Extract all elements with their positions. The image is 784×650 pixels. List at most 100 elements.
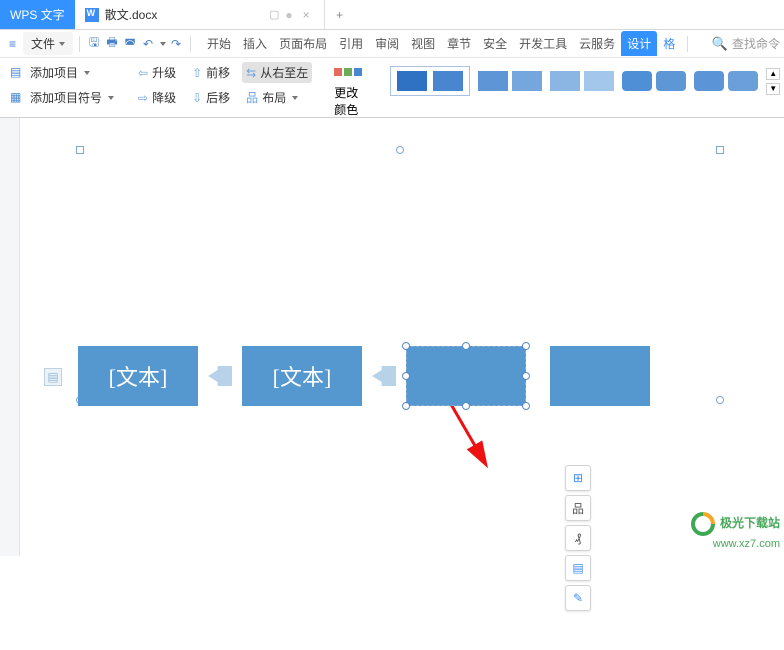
tab-章节[interactable]: 章节 (441, 31, 477, 56)
shape-handle[interactable] (462, 342, 470, 350)
close-tab-button[interactable]: × (299, 8, 314, 22)
box-text: [文本] (109, 360, 168, 392)
print-icon[interactable]: 🖶 (104, 36, 120, 52)
bullet-icon: ▤ (10, 65, 26, 81)
shape-handle[interactable] (522, 402, 530, 410)
new-tab-button[interactable]: + (325, 0, 355, 29)
undo-icon[interactable]: ↶ (140, 36, 156, 52)
hamburger-menu[interactable]: ≡ (4, 34, 21, 54)
shape-handle[interactable] (402, 402, 410, 410)
doc-icon (85, 8, 99, 22)
shape-floating-toolbar: ⊞ 品 ₰ ▤ ✎ (565, 465, 591, 611)
chevron-down-icon (59, 42, 65, 46)
redo-icon[interactable]: ↷ (168, 36, 184, 52)
shape-handle[interactable] (402, 372, 410, 380)
label: 添加项目 (30, 64, 78, 81)
smartart-box-4[interactable] (550, 346, 650, 406)
box-text: [文本] (273, 360, 332, 392)
menu-tabs: 开始 插入 页面布局 引用 审阅 视图 章节 安全 开发工具 云服务 设计 格 (201, 31, 681, 56)
tab-插入[interactable]: 插入 (237, 31, 273, 56)
tab-开始[interactable]: 开始 (201, 31, 237, 56)
shape-handle[interactable] (522, 372, 530, 380)
save-icon[interactable]: 🖫 (86, 36, 102, 52)
swatch (478, 71, 508, 91)
chevron-down-icon (108, 96, 114, 100)
properties-icon: ▤ (572, 561, 583, 575)
handle-ne[interactable] (716, 146, 724, 154)
tab-云服务[interactable]: 云服务 (573, 31, 621, 56)
outline-pane-icon[interactable]: ▤ (44, 368, 62, 386)
chevron-down-icon (292, 96, 298, 100)
page[interactable]: [文本] [文本] ⊞ 品 ₰ ▤ ✎ (20, 118, 784, 556)
change-color-button[interactable]: 更改颜色 (328, 62, 368, 124)
swatch (512, 71, 542, 91)
menubar: ≡ 文件 🖫 🖶 ◚ ↶ ↷ 开始 插入 页面布局 引用 审阅 视图 章节 安全… (0, 30, 784, 58)
layout-button[interactable]: 品布局 (242, 87, 312, 108)
hierarchy-icon: 品 (572, 500, 584, 517)
titlebar: WPS 文字 散文.docx ▢ ● × + (0, 0, 784, 30)
swatch (550, 71, 580, 91)
promote-button[interactable]: ⇦升级 (134, 62, 180, 83)
tab-设计[interactable]: 设计 (621, 31, 657, 56)
preview-icon[interactable]: ◚ (122, 36, 138, 52)
tab-格[interactable]: 格 (657, 31, 681, 56)
tab-页面布局[interactable]: 页面布局 (273, 31, 333, 56)
properties-button[interactable]: ▤ (565, 555, 591, 581)
smartart-box-1[interactable]: [文本] (78, 346, 198, 406)
search-box[interactable]: 🔍 查找命令 (712, 35, 780, 52)
search-icon: 🔍 (712, 36, 728, 52)
file-label: 文件 (31, 35, 55, 52)
color-icon (334, 62, 362, 82)
smartart-box-2[interactable]: [文本] (242, 346, 362, 406)
style-option-2[interactable] (478, 71, 542, 91)
move-forward-button[interactable]: ⇧前移 (188, 62, 234, 83)
swatch (397, 71, 427, 91)
down-icon: ⇩ (192, 91, 202, 105)
shape-handle[interactable] (462, 402, 470, 410)
tab-dot: ● (285, 8, 292, 22)
tab-视图[interactable]: 视图 (405, 31, 441, 56)
layout-icon: 品 (246, 89, 258, 106)
gallery-scroll[interactable]: ▲ ▼ (766, 68, 780, 95)
scroll-up-icon[interactable]: ▲ (766, 68, 780, 80)
shape-handle[interactable] (402, 342, 410, 350)
rtl-button[interactable]: ⇆从右至左 (242, 62, 312, 83)
scroll-down-icon[interactable]: ▼ (766, 83, 780, 95)
ribbon-group-move: ⇧前移 ⇩后移 (188, 62, 234, 108)
hierarchy-button[interactable]: 品 (565, 495, 591, 521)
demote-button[interactable]: ⇨降级 (134, 87, 180, 108)
watermark-url: www.xz7.com (713, 538, 780, 550)
move-backward-button[interactable]: ⇩后移 (188, 87, 234, 108)
style-option-5[interactable] (694, 71, 758, 91)
file-menu[interactable]: 文件 (23, 32, 73, 55)
document-tab[interactable]: 散文.docx ▢ ● × (75, 0, 325, 29)
tab-title: 散文.docx (105, 6, 158, 23)
swatch (433, 71, 463, 91)
chevron-down-icon (84, 71, 90, 75)
tab-开发工具[interactable]: 开发工具 (513, 31, 573, 56)
handle-nw[interactable] (76, 146, 84, 154)
tab-引用[interactable]: 引用 (333, 31, 369, 56)
style-option-3[interactable] (550, 71, 614, 91)
tab-审阅[interactable]: 审阅 (369, 31, 405, 56)
down-arrow-icon: ⇨ (138, 91, 148, 105)
shape-handle[interactable] (522, 342, 530, 350)
add-symbol-button[interactable]: ▦添加项目符号 (6, 87, 118, 108)
org-button[interactable]: ₰ (565, 525, 591, 551)
swatch (622, 71, 652, 91)
format-brush-button[interactable]: ✎ (565, 585, 591, 611)
swatch (584, 71, 614, 91)
search-placeholder: 查找命令 (732, 35, 780, 52)
add-item-button[interactable]: ▤添加项目 (6, 62, 118, 83)
label: 添加项目符号 (30, 89, 102, 106)
smartart[interactable]: [文本] [文本] (78, 346, 650, 406)
style-option-1[interactable] (390, 66, 470, 96)
tab-安全[interactable]: 安全 (477, 31, 513, 56)
style-option-4[interactable] (622, 71, 686, 91)
handle-e[interactable] (716, 396, 724, 404)
smartart-box-3-selected[interactable] (406, 346, 526, 406)
smartart-arrow (372, 366, 396, 386)
separator (190, 36, 191, 52)
handle-n[interactable] (396, 146, 404, 154)
add-shape-button[interactable]: ⊞ (565, 465, 591, 491)
